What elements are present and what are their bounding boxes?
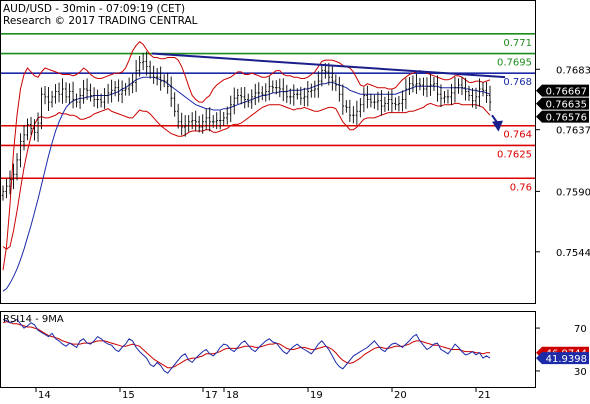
rsi-tick-label-1: 30 xyxy=(574,367,587,378)
price-axis: 0.7683 0.7637 0.7590 0.7544 xyxy=(536,65,590,259)
price-badge-1 xyxy=(536,97,589,110)
price-tick-label-1: 0.7637 xyxy=(556,126,590,137)
price-badge-label-0: 0.76667 xyxy=(546,87,587,98)
price-tick-label-3: 0.7544 xyxy=(556,248,590,259)
price-badge-2 xyxy=(536,110,589,123)
trendline xyxy=(151,52,506,79)
level-label-1: 0.7695 xyxy=(497,58,532,69)
time-tick-label-4: 19 xyxy=(310,390,323,400)
price-tick-label-0: 0.7683 xyxy=(556,65,590,76)
time-tick-label-5: 20 xyxy=(394,390,407,400)
level-label-0: 0.771 xyxy=(503,38,532,49)
chart-copyright: Research © 2017 TRADING CENTRAL xyxy=(3,15,198,27)
time-tick-label-3: 18 xyxy=(226,390,239,400)
price-badge-label-1: 0.76635 xyxy=(546,100,587,111)
rsi-lines xyxy=(2,318,491,374)
rsi-ma-line xyxy=(2,321,490,369)
chart-title: AUD/USD - 30min - 07:09:19 (CET) xyxy=(3,3,185,15)
time-tick-label-1: 15 xyxy=(122,390,135,400)
price-plot-area xyxy=(0,0,536,304)
bollinger-bands xyxy=(2,41,491,271)
rsi-badge-label-1: 41.9398 xyxy=(546,354,587,365)
level-lines: 0.771 0.7695 0.768 0.764 0.7625 0.76 xyxy=(1,33,535,193)
time-tick-label-0: 14 xyxy=(38,390,51,400)
rsi-tick-label-0: 70 xyxy=(574,324,587,335)
price-badge-0 xyxy=(536,84,589,97)
forecast-arrow-head xyxy=(492,120,503,132)
price-badges: 0.76667 0.76635 0.76576 xyxy=(536,84,589,124)
level-label-5: 0.76 xyxy=(510,182,532,193)
bollinger-lower-line xyxy=(2,102,491,250)
level-label-4: 0.7625 xyxy=(497,149,532,160)
level-label-2: 0.768 xyxy=(503,77,532,88)
rsi-badge-1 xyxy=(536,352,589,365)
rsi-axis: 703046.974441.9398 xyxy=(536,324,589,378)
bollinger-upper-line xyxy=(2,41,491,271)
level-label-3: 0.764 xyxy=(503,130,532,141)
rsi-title: RSI14 - 9MA xyxy=(3,314,64,325)
time-tick-label-2: 17 xyxy=(205,390,218,400)
trendline-layer xyxy=(151,52,506,132)
rsi-plot-area xyxy=(0,311,536,388)
time-axis: 14 15 17 18 19 20 21 xyxy=(35,387,491,401)
time-tick-label-6: 21 xyxy=(478,390,491,400)
price-badge-label-2: 0.76576 xyxy=(546,113,587,124)
price-bars xyxy=(1,51,492,201)
price-tick-label-2: 0.7590 xyxy=(556,187,590,198)
rsi-line xyxy=(2,318,491,374)
